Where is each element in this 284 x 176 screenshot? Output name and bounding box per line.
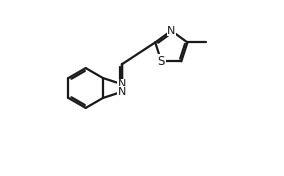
- Text: N: N: [167, 26, 176, 36]
- Text: N: N: [118, 87, 126, 97]
- Text: S: S: [158, 55, 165, 68]
- Text: N: N: [118, 79, 126, 89]
